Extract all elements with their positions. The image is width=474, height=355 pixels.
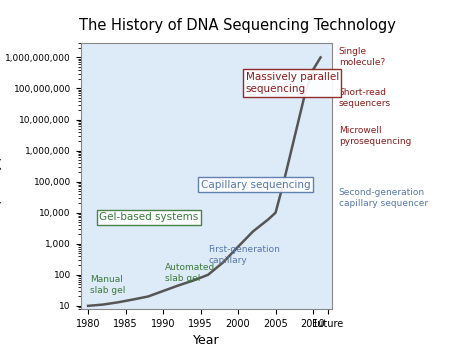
Text: Manual
slab gel: Manual slab gel bbox=[91, 275, 126, 295]
Text: Microwell
pyrosequencing: Microwell pyrosequencing bbox=[339, 126, 411, 146]
Y-axis label: Kilobases per day per machine: Kilobases per day per machine bbox=[0, 95, 2, 256]
X-axis label: Year: Year bbox=[193, 334, 219, 347]
Text: Second-generation
capillary sequencer: Second-generation capillary sequencer bbox=[339, 188, 428, 208]
Text: Short-read
sequencers: Short-read sequencers bbox=[339, 88, 391, 108]
Text: Single
molecule?: Single molecule? bbox=[339, 47, 385, 67]
Text: First-generation
capillary: First-generation capillary bbox=[208, 245, 280, 266]
Text: Gel-based systems: Gel-based systems bbox=[100, 213, 199, 223]
Text: Automated
slab gel: Automated slab gel bbox=[164, 263, 215, 283]
Text: Massively parallel
sequencing: Massively parallel sequencing bbox=[246, 72, 339, 94]
Text: The History of DNA Sequencing Technology: The History of DNA Sequencing Technology bbox=[79, 18, 395, 33]
Text: Capillary sequencing: Capillary sequencing bbox=[201, 180, 310, 190]
